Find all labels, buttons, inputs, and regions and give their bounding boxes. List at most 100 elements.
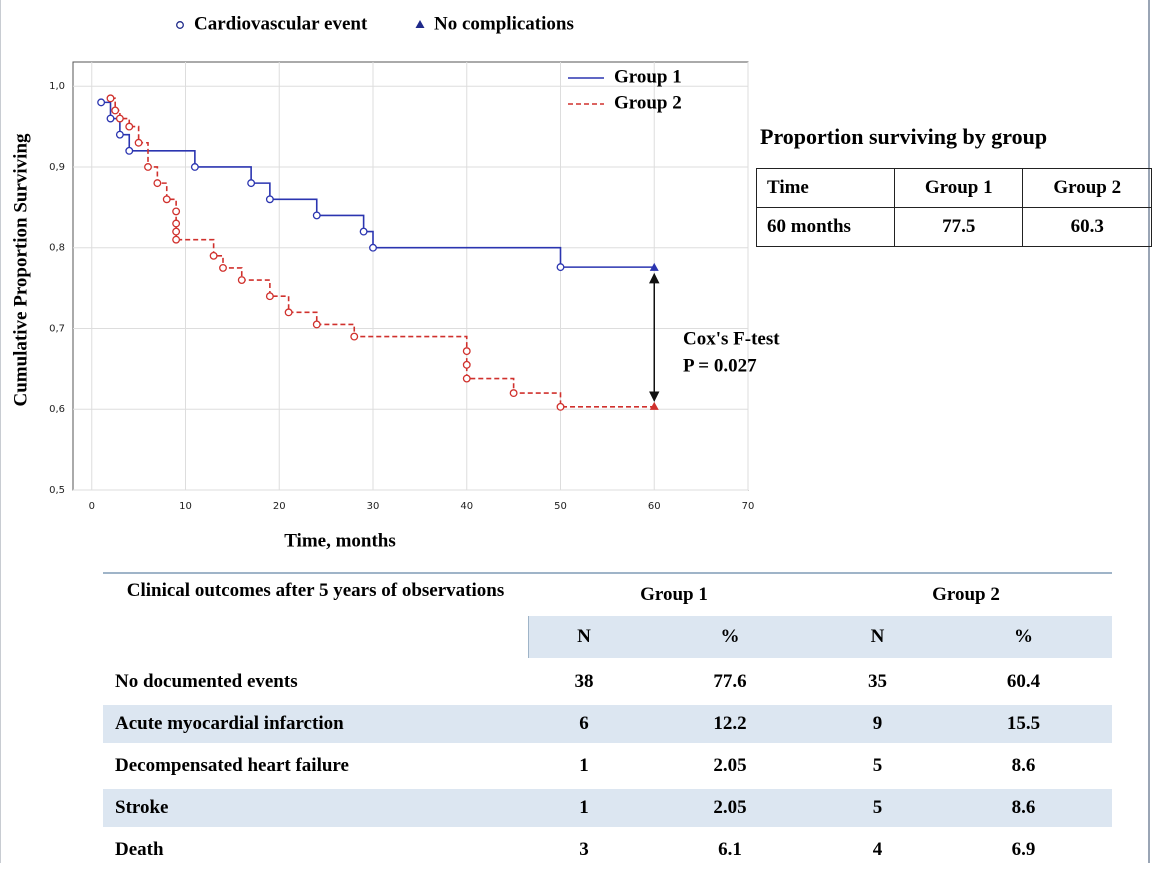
header-cell: Group 2 <box>1022 168 1152 208</box>
row-band <box>103 789 1112 827</box>
table-cell: 60.4 <box>1006 671 1041 692</box>
x-axis-label: Time, months <box>284 530 396 551</box>
table-cell: Decompensated heart failure <box>115 755 349 776</box>
marker <box>176 21 184 29</box>
subheader-cell: % <box>1014 626 1033 647</box>
marker <box>556 263 565 272</box>
table-row: Time Group 1 Group 2 <box>756 168 1152 208</box>
table-cell: 4 <box>872 839 883 860</box>
table-cell: Stroke <box>115 797 169 818</box>
legend-label: Group 1 <box>614 66 682 87</box>
header-cell: Group 1 <box>893 168 1024 208</box>
subheader-cell: % <box>720 626 740 647</box>
subheader-band <box>528 616 1112 658</box>
header-cell: Time <box>756 168 895 208</box>
marker <box>115 130 124 139</box>
marker <box>209 251 218 260</box>
row-band <box>103 705 1112 743</box>
table-cell: 12.2 <box>713 713 747 734</box>
row-header: Clinical outcomes after 5 years of obser… <box>126 580 505 601</box>
marker <box>247 179 256 188</box>
marker <box>134 138 143 147</box>
marker <box>172 235 181 244</box>
summary-title: Proportion surviving by group <box>760 124 1048 149</box>
legend-label: No complications <box>434 13 574 34</box>
x-tick-label: 30 <box>367 501 380 512</box>
group-header: Group 2 <box>932 584 1000 605</box>
marker <box>462 360 471 369</box>
x-tick-label: 20 <box>273 501 286 512</box>
table-cell: 15.5 <box>1006 713 1041 734</box>
table-cell: 8.6 <box>1011 797 1036 818</box>
y-tick-label: 1,0 <box>49 81 65 92</box>
marker <box>237 276 246 284</box>
marker <box>359 227 368 236</box>
table-cell: 6 <box>579 713 589 734</box>
subheader-cell: N <box>870 626 885 647</box>
marker <box>115 114 124 123</box>
table-cell: 5 <box>872 797 883 818</box>
x-tick-label: 70 <box>742 501 755 512</box>
marker <box>462 347 471 356</box>
marker <box>125 122 134 131</box>
y-axis-label: Cumulative Proportion Surviving <box>10 133 31 407</box>
marker <box>350 332 359 341</box>
table-cell: 60.3 <box>1022 207 1152 247</box>
marker <box>153 179 162 188</box>
table-cell: 38 <box>574 671 594 692</box>
series-line <box>101 101 656 268</box>
y-tick-label: 0,9 <box>49 162 65 173</box>
table-row: 60 months 77.5 60.3 <box>756 207 1152 247</box>
marker <box>509 389 518 398</box>
table-cell: 6.9 <box>1011 839 1036 860</box>
legend-label: Group 2 <box>614 92 682 113</box>
table-cell: 8.6 <box>1011 755 1036 776</box>
x-tick-label: 40 <box>460 501 473 512</box>
marker <box>649 262 659 271</box>
marker <box>172 207 181 216</box>
y-tick-label: 0,5 <box>49 485 65 496</box>
marker <box>265 292 274 301</box>
table-cell: 77.5 <box>893 207 1024 247</box>
x-tick-label: 60 <box>648 501 661 512</box>
marker <box>172 219 181 228</box>
summary-table: Time Group 1 Group 2 60 months 77.5 60.3 <box>756 168 1152 247</box>
annotation: P = 0.027 <box>683 355 757 376</box>
x-tick-label: 10 <box>179 501 192 512</box>
subheader-cell: N <box>577 626 591 647</box>
table-cell: 3 <box>579 839 589 860</box>
table-cell: 9 <box>872 713 883 734</box>
table-cell: 77.6 <box>713 671 747 692</box>
marker <box>106 94 115 103</box>
marker <box>415 20 425 28</box>
table-rule <box>103 572 1112 574</box>
marker <box>219 263 227 272</box>
marker <box>556 402 565 411</box>
chart: Time, months Cumulative Proportion Survi… <box>10 13 780 551</box>
table-cell: 6.1 <box>718 839 742 860</box>
y-tick-label: 0,6 <box>49 404 65 415</box>
table-cell: 1 <box>579 797 589 818</box>
plot-frame <box>72 61 749 491</box>
group-header: Group 1 <box>640 584 708 605</box>
marker <box>190 163 199 171</box>
marker <box>125 146 134 155</box>
marker <box>111 106 120 115</box>
legend-label: Cardiovascular event <box>194 13 368 34</box>
marker <box>97 98 106 107</box>
x-tick-label: 0 <box>89 501 95 512</box>
table-cell: 5 <box>872 755 883 776</box>
marker <box>144 163 152 171</box>
table-cell: Death <box>115 839 164 860</box>
marker <box>106 114 115 123</box>
marker <box>265 195 274 204</box>
x-tick-label: 50 <box>554 501 567 512</box>
marker <box>369 243 377 252</box>
table-cell: 1 <box>579 755 589 776</box>
y-tick-label: 0,8 <box>49 243 65 254</box>
marker <box>172 227 181 236</box>
table-cell: 2.05 <box>713 755 747 776</box>
series-line <box>110 97 655 408</box>
marker <box>162 195 171 204</box>
